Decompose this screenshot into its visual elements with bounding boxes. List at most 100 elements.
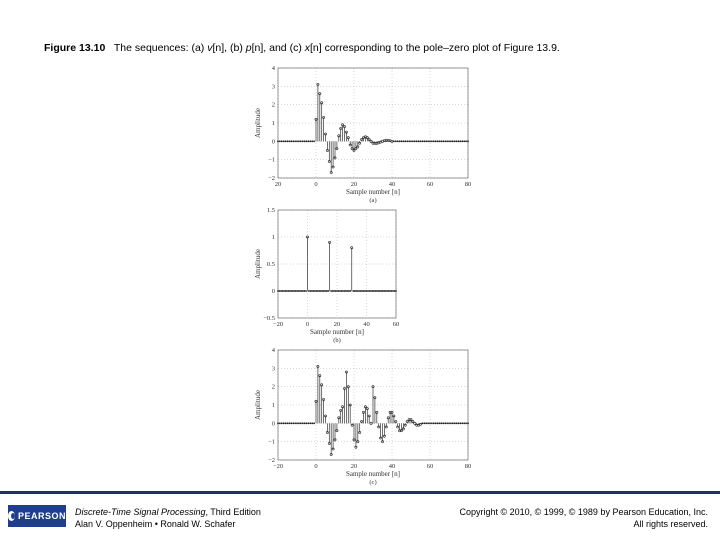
zero-sample-dot bbox=[280, 422, 283, 425]
x-tick-label: −20 bbox=[273, 463, 283, 470]
y-tick-label: 4 bbox=[272, 65, 276, 72]
stem-marker bbox=[401, 427, 405, 431]
zero-sample-dot bbox=[378, 290, 381, 292]
figure-caption: Figure 13.10 The sequences: (a) v[n], (b… bbox=[44, 42, 560, 54]
zero-sample-dot bbox=[423, 140, 426, 143]
y-tick-label: −2 bbox=[268, 457, 275, 464]
footer-rule bbox=[0, 491, 720, 494]
stem-marker bbox=[392, 414, 396, 418]
stem-marker bbox=[365, 136, 369, 140]
zero-sample-dot bbox=[324, 290, 327, 292]
panel-label: (c) bbox=[369, 479, 376, 486]
zero-sample-dot bbox=[292, 140, 295, 143]
y-tick-label: 1 bbox=[272, 234, 275, 241]
zero-sample-dot bbox=[296, 290, 299, 292]
stem-marker bbox=[390, 139, 394, 143]
stem-marker bbox=[382, 434, 386, 438]
zero-sample-dot bbox=[361, 290, 363, 292]
stem-marker bbox=[314, 399, 318, 403]
zero-sample-dot bbox=[349, 290, 352, 292]
book-title: Discrete-Time Signal Processing bbox=[75, 507, 206, 517]
zero-sample-dot bbox=[313, 140, 315, 143]
zero-sample-dot bbox=[294, 140, 296, 143]
zero-sample-dot bbox=[459, 140, 462, 143]
rights-text: All rights reserved. bbox=[633, 519, 708, 529]
zero-sample-dot bbox=[434, 422, 437, 425]
stem-marker bbox=[322, 116, 326, 119]
zero-sample-dot bbox=[364, 290, 366, 292]
x-tick-label: 20 bbox=[351, 181, 358, 188]
zero-sample-dot bbox=[463, 140, 466, 143]
stem-marker bbox=[381, 440, 384, 444]
zero-sample-dot bbox=[453, 140, 456, 143]
zero-sample-dot bbox=[410, 140, 412, 143]
zero-sample-dot bbox=[298, 422, 300, 425]
zero-sample-dot bbox=[451, 422, 454, 425]
y-tick-label: −0.5 bbox=[263, 315, 275, 322]
zero-sample-dot bbox=[402, 140, 405, 143]
stem-marker bbox=[403, 423, 407, 427]
zero-sample-dot bbox=[444, 140, 447, 143]
zero-sample-dot bbox=[307, 422, 310, 425]
stem-marker bbox=[367, 138, 371, 141]
stem-marker bbox=[350, 246, 354, 250]
zero-sample-dot bbox=[421, 422, 424, 425]
zero-sample-dot bbox=[377, 290, 380, 292]
caption-p: p bbox=[245, 42, 252, 54]
stem-marker bbox=[375, 410, 379, 414]
zero-sample-dot bbox=[394, 140, 397, 143]
stem-marker bbox=[327, 160, 331, 163]
x-tick-label: 20 bbox=[351, 463, 358, 470]
zero-sample-dot bbox=[277, 422, 279, 425]
zero-sample-dot bbox=[303, 422, 306, 425]
zero-sample-dot bbox=[333, 290, 335, 292]
stem-marker bbox=[337, 134, 341, 138]
y-axis-label: Amplitude bbox=[254, 249, 262, 279]
x-tick-label: 60 bbox=[427, 181, 434, 188]
zero-sample-dot bbox=[432, 140, 435, 143]
zero-sample-dot bbox=[325, 290, 328, 292]
zero-sample-dot bbox=[288, 140, 291, 143]
zero-sample-dot bbox=[278, 290, 281, 292]
stem-marker bbox=[335, 147, 339, 151]
zero-sample-dot bbox=[279, 422, 281, 425]
stem-marker bbox=[373, 396, 377, 400]
zero-sample-dot bbox=[297, 290, 300, 292]
zero-sample-dot bbox=[288, 422, 291, 425]
stem-marker bbox=[407, 418, 411, 422]
zero-sample-dot bbox=[467, 140, 469, 143]
zero-sample-dot bbox=[286, 140, 289, 143]
y-tick-label: 0 bbox=[272, 138, 275, 145]
zero-sample-dot bbox=[365, 290, 368, 292]
stem-marker bbox=[352, 438, 356, 442]
stem-marker bbox=[415, 423, 419, 427]
zero-sample-dot bbox=[286, 422, 289, 425]
caption-x: x bbox=[304, 42, 310, 54]
copyright-block: Copyright © 2010, © 1999, © 1989 by Pear… bbox=[459, 506, 708, 530]
zero-sample-dot bbox=[372, 290, 375, 292]
y-tick-label: 1 bbox=[272, 402, 275, 409]
x-tick-label: 0 bbox=[314, 463, 317, 470]
zero-sample-dot bbox=[444, 422, 447, 425]
zero-sample-dot bbox=[389, 290, 391, 292]
stem-marker bbox=[344, 130, 348, 134]
zero-sample-dot bbox=[465, 140, 467, 143]
zero-sample-dot bbox=[299, 290, 302, 292]
zero-sample-dot bbox=[440, 422, 443, 425]
y-tick-label: −2 bbox=[268, 175, 275, 182]
stem-marker bbox=[394, 420, 398, 423]
zero-sample-dot bbox=[453, 422, 456, 425]
stem-marker bbox=[369, 421, 373, 425]
zero-sample-dot bbox=[277, 140, 279, 143]
zero-sample-dot bbox=[427, 140, 429, 143]
stem-marker bbox=[373, 142, 377, 145]
zero-sample-dot bbox=[404, 140, 407, 143]
figure-number: Figure 13.10 bbox=[44, 42, 106, 54]
stem-marker bbox=[354, 445, 358, 449]
zero-sample-dot bbox=[396, 140, 399, 143]
zero-sample-dot bbox=[442, 140, 445, 143]
zero-sample-dot bbox=[303, 140, 306, 143]
x-tick-label: 20 bbox=[334, 321, 341, 328]
zero-sample-dot bbox=[451, 140, 454, 143]
